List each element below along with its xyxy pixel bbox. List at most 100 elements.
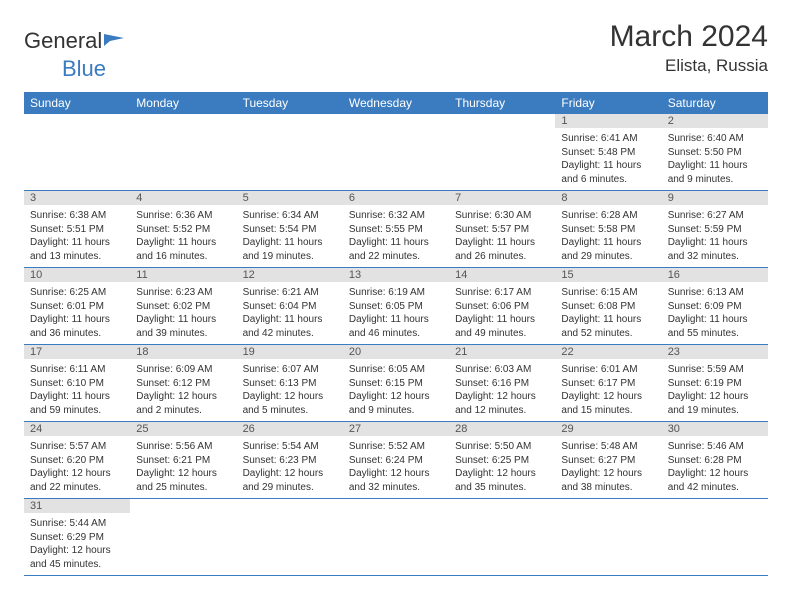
sunrise-text: Sunrise: 6:05 AM: [349, 363, 443, 377]
daylight-text: Daylight: 12 hours and 38 minutes.: [561, 467, 655, 494]
daylight-text: Daylight: 12 hours and 25 minutes.: [136, 467, 230, 494]
daylight-text: Daylight: 11 hours and 16 minutes.: [136, 236, 230, 263]
day-number: 4: [130, 191, 236, 205]
calendar-row: 1Sunrise: 6:41 AMSunset: 5:48 PMDaylight…: [24, 114, 768, 191]
daylight-text: Daylight: 11 hours and 29 minutes.: [561, 236, 655, 263]
calendar-day: 24 Sunrise: 5:57 AMSunset: 6:20 PMDayligh…: [24, 422, 130, 499]
day-body: Sunrise: 6:09 AMSunset: 6:12 PMDaylight:…: [130, 361, 236, 421]
day-body: Sunrise: 6:40 AMSunset: 5:50 PMDaylight:…: [662, 130, 768, 190]
daylight-text: Daylight: 11 hours and 42 minutes.: [243, 313, 337, 340]
sunrise-text: Sunrise: 6:07 AM: [243, 363, 337, 377]
calendar-day: 13 Sunrise: 6:19 AMSunset: 6:05 PMDayligh…: [343, 268, 449, 345]
logo: General: [24, 28, 126, 54]
sunrise-text: Sunrise: 6:21 AM: [243, 286, 337, 300]
weekday-header: Friday: [555, 92, 661, 114]
sunrise-text: Sunrise: 6:17 AM: [455, 286, 549, 300]
day-number: 24: [24, 422, 130, 436]
sunset-text: Sunset: 6:27 PM: [561, 454, 655, 468]
calendar-day: 17 Sunrise: 6:11 AMSunset: 6:10 PMDayligh…: [24, 345, 130, 422]
day-body: Sunrise: 6:41 AMSunset: 5:48 PMDaylight:…: [555, 130, 661, 190]
day-number: 21: [449, 345, 555, 359]
calendar-body: 1Sunrise: 6:41 AMSunset: 5:48 PMDaylight…: [24, 114, 768, 576]
sunset-text: Sunset: 6:19 PM: [668, 377, 762, 391]
day-body: Sunrise: 6:27 AMSunset: 5:59 PMDaylight:…: [662, 207, 768, 267]
sunrise-text: Sunrise: 5:46 AM: [668, 440, 762, 454]
calendar-day: 23Sunrise: 5:59 AMSunset: 6:19 PMDayligh…: [662, 345, 768, 422]
day-number: 30: [662, 422, 768, 436]
daylight-text: Daylight: 11 hours and 55 minutes.: [668, 313, 762, 340]
calendar-empty: [449, 499, 555, 576]
sunrise-text: Sunrise: 5:59 AM: [668, 363, 762, 377]
calendar-day: 12Sunrise: 6:21 AMSunset: 6:04 PMDayligh…: [237, 268, 343, 345]
sunrise-text: Sunrise: 6:28 AM: [561, 209, 655, 223]
calendar-empty: [343, 114, 449, 191]
calendar-day: 14Sunrise: 6:17 AMSunset: 6:06 PMDayligh…: [449, 268, 555, 345]
daylight-text: Daylight: 11 hours and 46 minutes.: [349, 313, 443, 340]
month-title: March 2024: [610, 20, 768, 54]
calendar-empty: [343, 499, 449, 576]
sunset-text: Sunset: 6:29 PM: [30, 531, 124, 545]
sunset-text: Sunset: 5:58 PM: [561, 223, 655, 237]
day-number: 8: [555, 191, 661, 205]
sunset-text: Sunset: 6:20 PM: [30, 454, 124, 468]
calendar-table: SundayMondayTuesdayWednesdayThursdayFrid…: [24, 92, 768, 576]
calendar-day: 31Sunrise: 5:44 AMSunset: 6:29 PMDayligh…: [24, 499, 130, 576]
day-number: 19: [237, 345, 343, 359]
calendar-day: 29 Sunrise: 5:48 AMSunset: 6:27 PMDayligh…: [555, 422, 661, 499]
sunset-text: Sunset: 6:12 PM: [136, 377, 230, 391]
day-body: Sunrise: 6:19 AMSunset: 6:05 PMDaylight:…: [343, 284, 449, 344]
daylight-text: Daylight: 12 hours and 45 minutes.: [30, 544, 124, 571]
day-body: Sunrise: 5:57 AMSunset: 6:20 PMDaylight:…: [24, 438, 130, 498]
sunrise-text: Sunrise: 6:19 AM: [349, 286, 443, 300]
day-number: 13: [343, 268, 449, 282]
calendar-day: 20Sunrise: 6:05 AMSunset: 6:15 PMDayligh…: [343, 345, 449, 422]
sunset-text: Sunset: 6:08 PM: [561, 300, 655, 314]
daylight-text: Daylight: 11 hours and 9 minutes.: [668, 159, 762, 186]
calendar-empty: [449, 114, 555, 191]
sunrise-text: Sunrise: 6:30 AM: [455, 209, 549, 223]
calendar-empty: [237, 114, 343, 191]
calendar-day: 28Sunrise: 5:50 AMSunset: 6:25 PMDayligh…: [449, 422, 555, 499]
sunrise-text: Sunrise: 6:03 AM: [455, 363, 549, 377]
day-body: Sunrise: 6:21 AMSunset: 6:04 PMDaylight:…: [237, 284, 343, 344]
day-body: Sunrise: 6:34 AMSunset: 5:54 PMDaylight:…: [237, 207, 343, 267]
day-number: 17: [24, 345, 130, 359]
sunset-text: Sunset: 6:02 PM: [136, 300, 230, 314]
sunrise-text: Sunrise: 6:34 AM: [243, 209, 337, 223]
daylight-text: Daylight: 12 hours and 22 minutes.: [30, 467, 124, 494]
calendar-empty: [555, 499, 661, 576]
calendar-day: 7Sunrise: 6:30 AMSunset: 5:57 PMDaylight…: [449, 191, 555, 268]
day-body: Sunrise: 5:52 AMSunset: 6:24 PMDaylight:…: [343, 438, 449, 498]
sunset-text: Sunset: 6:17 PM: [561, 377, 655, 391]
sunset-text: Sunset: 6:24 PM: [349, 454, 443, 468]
day-number: 26: [237, 422, 343, 436]
sunrise-text: Sunrise: 5:57 AM: [30, 440, 124, 454]
calendar-day: 4Sunrise: 6:36 AMSunset: 5:52 PMDaylight…: [130, 191, 236, 268]
sunset-text: Sunset: 6:21 PM: [136, 454, 230, 468]
day-body: Sunrise: 6:25 AMSunset: 6:01 PMDaylight:…: [24, 284, 130, 344]
calendar-day: 26Sunrise: 5:54 AMSunset: 6:23 PMDayligh…: [237, 422, 343, 499]
calendar-empty: [130, 114, 236, 191]
day-body: Sunrise: 6:30 AMSunset: 5:57 PMDaylight:…: [449, 207, 555, 267]
day-number: 29: [555, 422, 661, 436]
sunrise-text: Sunrise: 6:38 AM: [30, 209, 124, 223]
calendar-day: 2Sunrise: 6:40 AMSunset: 5:50 PMDaylight…: [662, 114, 768, 191]
calendar-empty: [237, 499, 343, 576]
sunset-text: Sunset: 5:54 PM: [243, 223, 337, 237]
sunset-text: Sunset: 6:01 PM: [30, 300, 124, 314]
day-body: Sunrise: 5:44 AMSunset: 6:29 PMDaylight:…: [24, 515, 130, 575]
daylight-text: Daylight: 12 hours and 29 minutes.: [243, 467, 337, 494]
daylight-text: Daylight: 12 hours and 12 minutes.: [455, 390, 549, 417]
sunset-text: Sunset: 6:15 PM: [349, 377, 443, 391]
sunset-text: Sunset: 6:23 PM: [243, 454, 337, 468]
sunrise-text: Sunrise: 5:48 AM: [561, 440, 655, 454]
sunset-text: Sunset: 6:25 PM: [455, 454, 549, 468]
daylight-text: Daylight: 12 hours and 9 minutes.: [349, 390, 443, 417]
daylight-text: Daylight: 11 hours and 52 minutes.: [561, 313, 655, 340]
daylight-text: Daylight: 12 hours and 32 minutes.: [349, 467, 443, 494]
sunrise-text: Sunrise: 6:09 AM: [136, 363, 230, 377]
calendar-empty: [130, 499, 236, 576]
day-body: Sunrise: 6:11 AMSunset: 6:10 PMDaylight:…: [24, 361, 130, 421]
calendar-day: 15Sunrise: 6:15 AMSunset: 6:08 PMDayligh…: [555, 268, 661, 345]
calendar-day: 8 Sunrise: 6:28 AMSunset: 5:58 PMDaylight…: [555, 191, 661, 268]
